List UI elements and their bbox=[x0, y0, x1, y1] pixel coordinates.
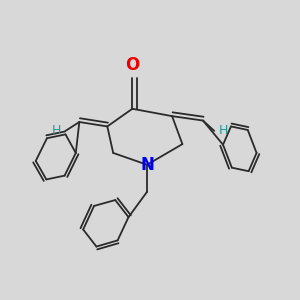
Text: N: N bbox=[140, 156, 154, 174]
Text: H: H bbox=[51, 124, 61, 137]
Text: O: O bbox=[125, 56, 140, 74]
Text: H: H bbox=[219, 124, 228, 137]
